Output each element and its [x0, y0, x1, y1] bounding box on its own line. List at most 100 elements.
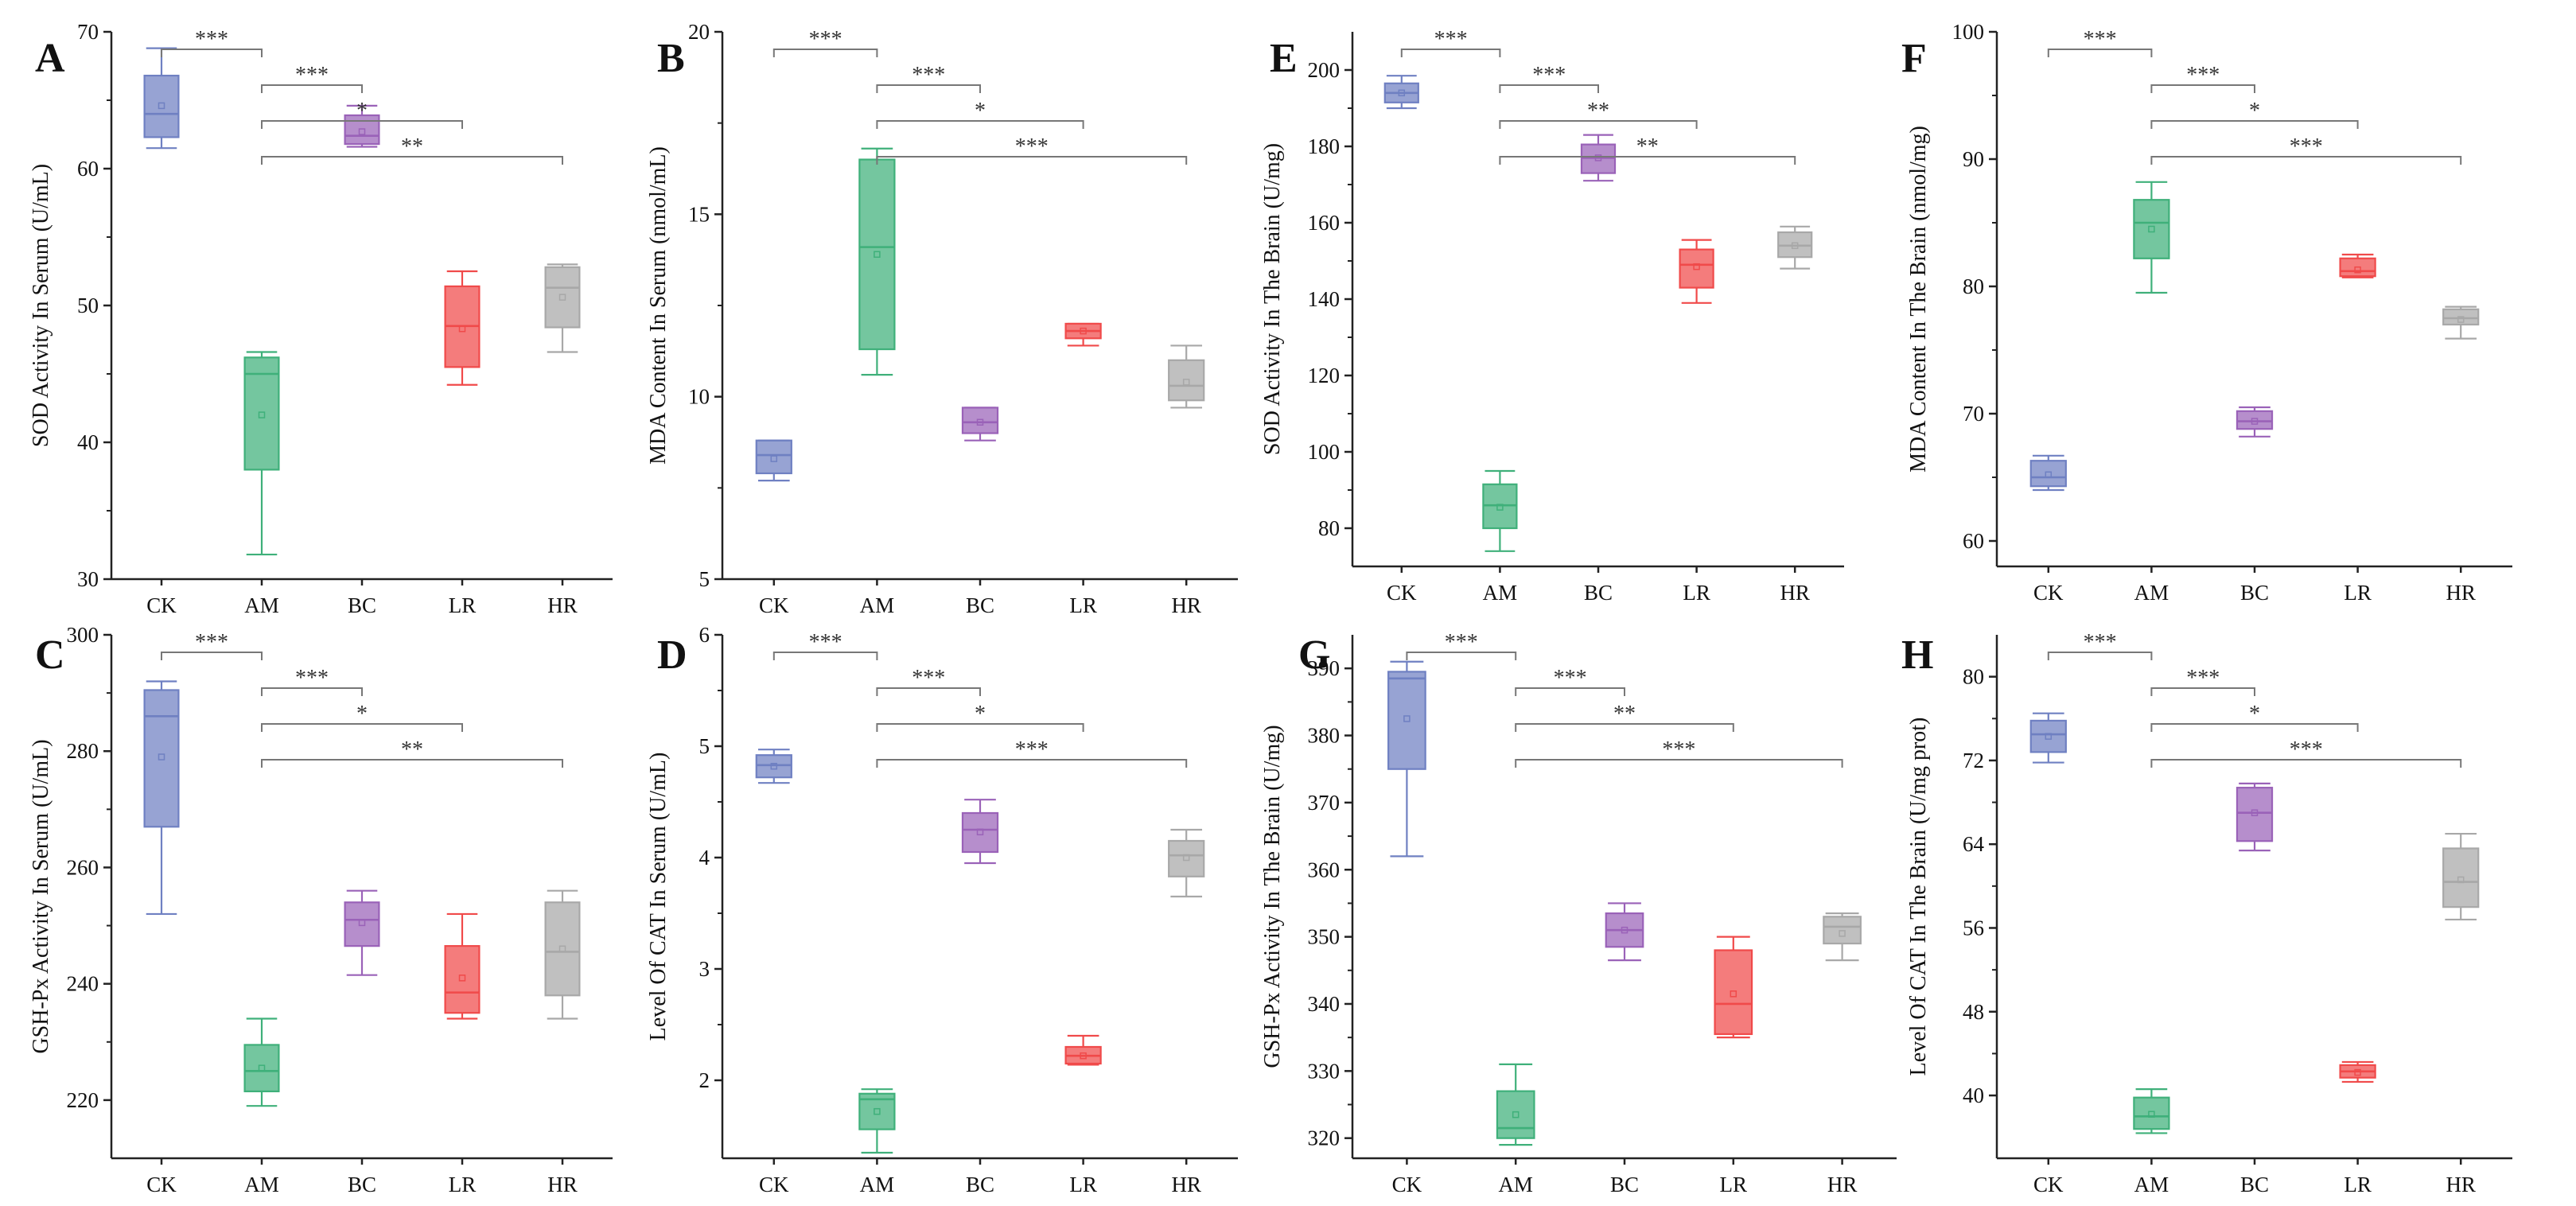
mean-marker [874, 1107, 881, 1115]
x-tick-label-HR: HR [1171, 1173, 1201, 1196]
box-iqr [544, 901, 581, 997]
x-tick-label-LR: LR [449, 593, 477, 617]
panel-C: C 220 240 260 280 300 GSH-Px Activity In Serum… [29, 623, 613, 1196]
x-tick-label-HR: HR [1780, 581, 1810, 605]
significance-label: ** [401, 737, 423, 762]
mean-marker [158, 753, 165, 761]
box-BC [344, 104, 380, 148]
panel-label-E: E [1270, 36, 1298, 81]
mean-marker [1398, 89, 1406, 97]
significance-label: *** [1434, 27, 1468, 52]
x-tick-label-BC: BC [1610, 1173, 1639, 1196]
y-axis-title: GSH-Px Activity In The Brain (U/mg) [1260, 725, 1285, 1068]
x-tick-label-CK: CK [2033, 1173, 2064, 1196]
y-tick-label: 20 [688, 20, 710, 44]
box-iqr [961, 811, 999, 854]
significance-bracket: *** [2150, 737, 2462, 768]
box-BC [344, 889, 380, 976]
box-BC [961, 407, 999, 442]
significance-bracket: *** [876, 737, 1188, 768]
y-tick-label: 64 [1963, 832, 1985, 856]
box-LR [1679, 239, 1714, 304]
panel-label-C: C [35, 632, 65, 678]
box-AM [1482, 469, 1518, 552]
mean-marker [458, 975, 466, 982]
mean-marker [1791, 242, 1799, 250]
box-CK [755, 749, 792, 784]
mean-marker [770, 455, 778, 462]
x-tick-label-AM: AM [244, 1173, 279, 1196]
mean-marker [2457, 316, 2465, 323]
significance-bracket: ** [1499, 99, 1698, 129]
box-CK [2029, 454, 2067, 492]
significance-label: *** [809, 27, 842, 52]
box-iqr [2133, 199, 2170, 259]
bracket-line [876, 687, 981, 696]
significance-label: *** [2290, 134, 2323, 159]
x-tick-label-CK: CK [1392, 1173, 1422, 1196]
y-tick-label: 280 [67, 739, 99, 763]
y-tick-label: 30 [77, 567, 99, 591]
bracket-line [2150, 84, 2255, 93]
significance-label: *** [295, 666, 329, 691]
bracket-line [2150, 156, 2462, 165]
bracket-line [261, 687, 363, 696]
bracket-line [1515, 759, 1843, 768]
significance-label: * [2249, 99, 2260, 123]
significance-bracket: ** [261, 134, 563, 165]
box-HR [1168, 828, 1205, 898]
box-BC [2236, 782, 2274, 852]
panel-E: E 80 100 120 140 160 180 200 SOD Activity In The… [1260, 27, 1844, 605]
mean-marker [2251, 809, 2259, 816]
x-tick-label-BC: BC [1584, 581, 1613, 605]
y-tick-label: 320 [1308, 1126, 1341, 1150]
panel-label-G: G [1298, 632, 1330, 678]
x-tick-label-BC: BC [348, 593, 376, 617]
box-LR [444, 912, 481, 1020]
bracket-line [2047, 652, 2153, 660]
bracket-line [1499, 156, 1796, 165]
significance-bracket: *** [2047, 630, 2153, 660]
significance-label: *** [195, 27, 228, 52]
significance-label: *** [809, 630, 842, 655]
box-iqr [2442, 847, 2480, 908]
significance-label: ** [401, 134, 423, 159]
bracket-line [161, 49, 263, 57]
bracket-line [261, 120, 463, 129]
significance-bracket: *** [2047, 27, 2153, 57]
significance-bracket: *** [772, 630, 878, 660]
significance-bracket: * [2150, 99, 2359, 129]
x-tick-label-AM: AM [860, 593, 895, 617]
panel-F: F 60 70 80 90 100 MDA Content In The Brain (nm… [1901, 20, 2512, 605]
significance-bracket: *** [876, 63, 981, 93]
mean-marker [1182, 379, 1190, 386]
bracket-line [876, 84, 981, 93]
significance-label: *** [1015, 134, 1049, 159]
x-tick-label-BC: BC [966, 1173, 994, 1196]
bracket-line [772, 49, 878, 57]
x-tick-label-CK: CK [1387, 581, 1417, 605]
x-tick-label-HR: HR [1827, 1173, 1858, 1196]
y-tick-label: 6 [699, 623, 710, 647]
x-tick-label-AM: AM [860, 1173, 895, 1196]
significance-label: *** [2290, 737, 2323, 762]
y-tick-label: 2 [699, 1068, 710, 1092]
box-HR [544, 889, 581, 1020]
y-axis-title: MDA Content In The Brain (nmol/mg) [1906, 126, 1931, 473]
y-tick-label: 70 [77, 20, 99, 44]
significance-label: * [356, 99, 368, 123]
box-HR [1168, 344, 1205, 409]
x-tick-label-HR: HR [1171, 593, 1201, 617]
x-tick-label-AM: AM [2134, 1173, 2169, 1196]
bracket-line [261, 759, 563, 768]
box-iqr [2133, 1096, 2170, 1130]
significance-bracket: ** [1499, 134, 1796, 165]
box-iqr [243, 1044, 280, 1093]
y-tick-label: 340 [1308, 992, 1341, 1016]
mean-marker [358, 128, 366, 135]
box-HR [544, 263, 581, 353]
y-tick-label: 60 [77, 157, 99, 181]
bracket-line [261, 723, 463, 732]
mean-marker [1730, 990, 1737, 998]
